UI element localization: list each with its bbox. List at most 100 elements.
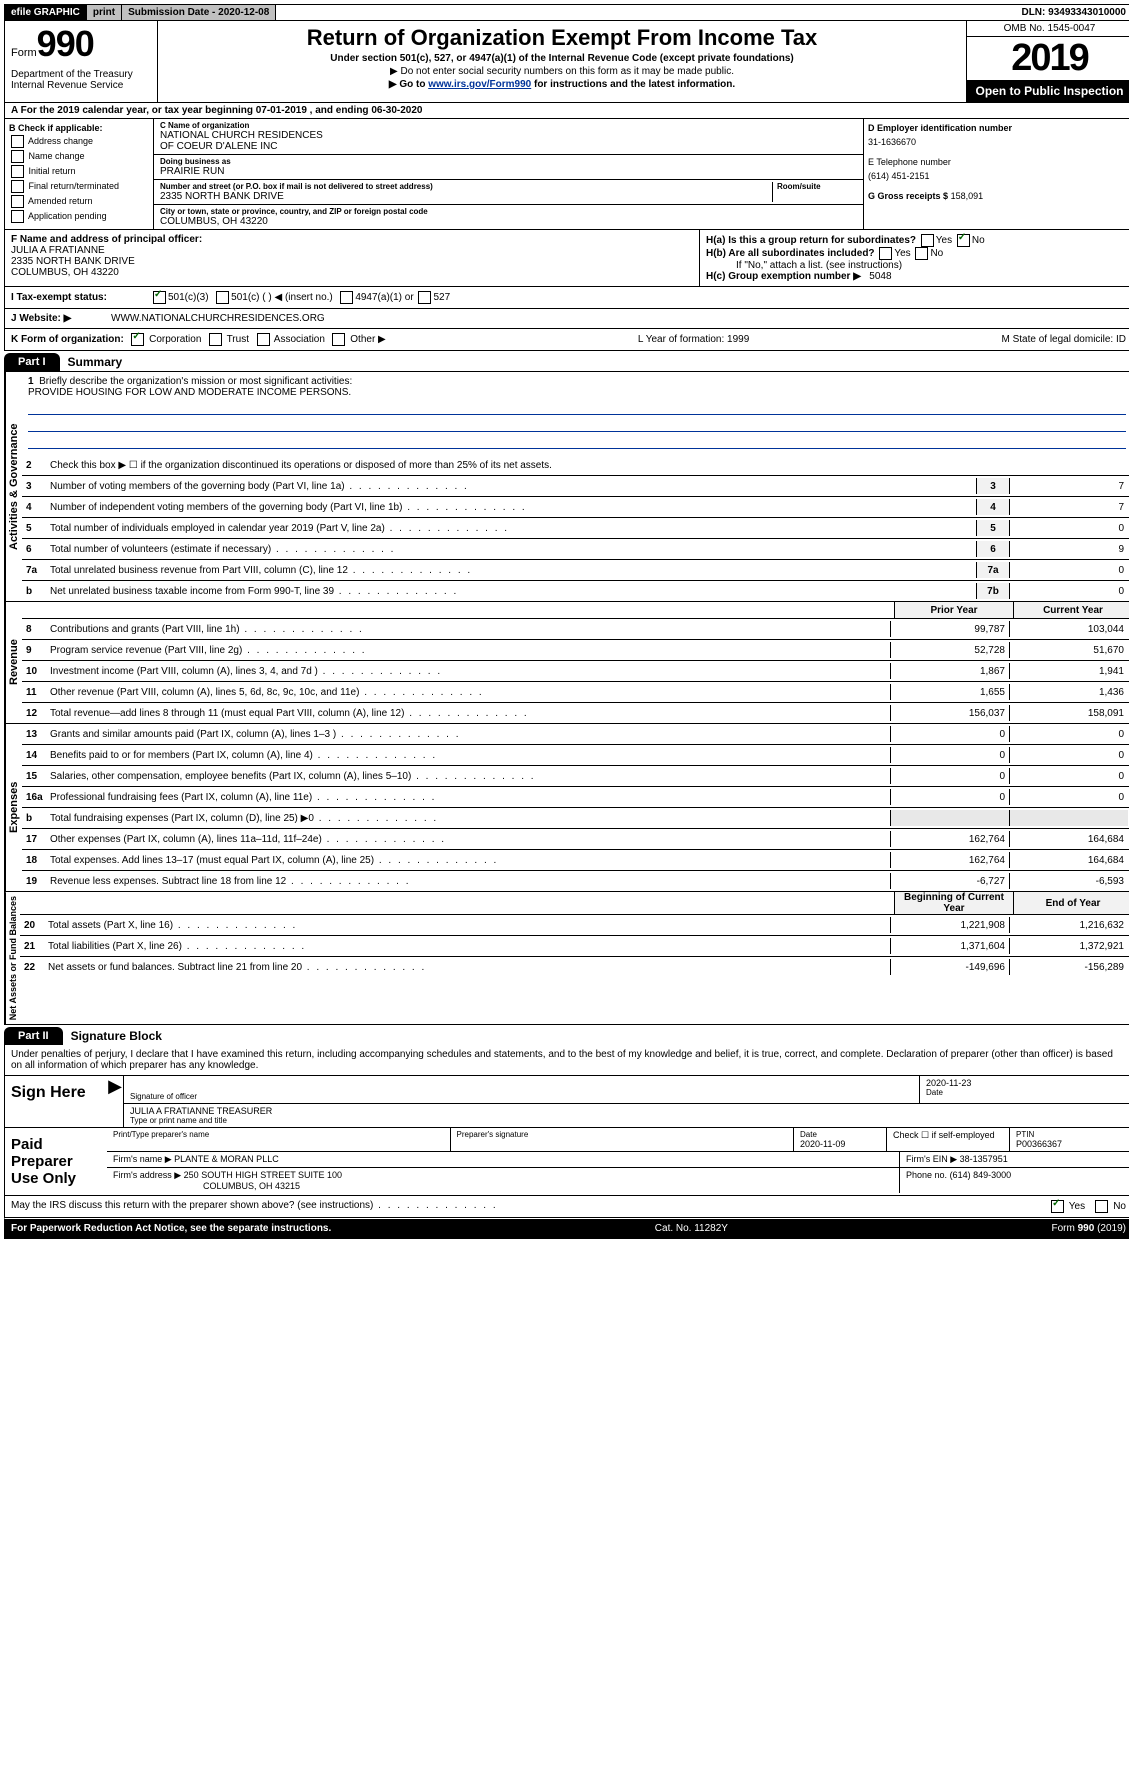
state-domicile: M State of legal domicile: ID: [1001, 334, 1126, 345]
discuss-no[interactable]: [1095, 1200, 1108, 1213]
row-a: A For the 2019 calendar year, or tax yea…: [4, 103, 1129, 119]
submission-date-button[interactable]: Submission Date - 2020-12-08: [122, 5, 276, 20]
line-9: 9Program service revenue (Part VIII, lin…: [22, 640, 1129, 661]
firm-addr2: COLUMBUS, OH 43215: [203, 1181, 300, 1191]
line-20: 20Total assets (Part X, line 16)1,221,90…: [20, 915, 1129, 936]
print-button[interactable]: print: [87, 5, 122, 20]
omb-label: OMB No. 1545-0047: [967, 21, 1129, 37]
perjury-declaration: Under penalties of perjury, I declare th…: [5, 1045, 1129, 1075]
officer-addr1: 2335 NORTH BANK DRIVE: [11, 256, 693, 267]
ha-no[interactable]: [957, 234, 970, 247]
firm-ein: 38-1357951: [960, 1154, 1008, 1164]
check-corp[interactable]: [131, 333, 144, 346]
header-grid: B Check if applicable: Address change Na…: [4, 119, 1129, 230]
org-name-1: NATIONAL CHURCH RESIDENCES: [160, 130, 857, 141]
discuss-yes[interactable]: [1051, 1200, 1064, 1213]
prep-date: 2020-11-09: [800, 1139, 880, 1149]
line-18: 18Total expenses. Add lines 13–17 (must …: [22, 850, 1129, 871]
form-subtitle: Under section 501(c), 527, or 4947(a)(1)…: [166, 53, 958, 64]
line-4: 4Number of independent voting members of…: [22, 497, 1129, 518]
topbar: efile GRAPHIC print Submission Date - 20…: [4, 4, 1129, 21]
check-amended[interactable]: Amended return: [9, 195, 149, 208]
line-11: 11Other revenue (Part VIII, column (A), …: [22, 682, 1129, 703]
vlabel-governance: Activities & Governance: [5, 372, 22, 601]
instr-2: ▶ Go to www.irs.gov/Form990 for instruct…: [166, 79, 958, 90]
check-assoc[interactable]: [257, 333, 270, 346]
check-pending[interactable]: Application pending: [9, 210, 149, 223]
line-19: 19Revenue less expenses. Subtract line 1…: [22, 871, 1129, 891]
form-word: Form: [11, 47, 37, 59]
col-b: B Check if applicable: Address change Na…: [5, 119, 154, 229]
line-7b: bNet unrelated business taxable income f…: [22, 581, 1129, 601]
hb-yes[interactable]: [879, 247, 892, 260]
check-name-change[interactable]: Name change: [9, 150, 149, 163]
line-14: 14Benefits paid to or for members (Part …: [22, 745, 1129, 766]
form-number: 990: [37, 23, 94, 65]
row-k-l-m: K Form of organization: Corporation Trus…: [4, 329, 1129, 351]
part2-header: Part II Signature Block: [4, 1027, 1129, 1045]
dept-label: Department of the Treasury Internal Reve…: [11, 69, 151, 91]
firm-phone: (614) 849-3000: [950, 1170, 1012, 1180]
website-value: WWW.NATIONALCHURCHRESIDENCES.ORG: [111, 313, 325, 324]
line-15: 15Salaries, other compensation, employee…: [22, 766, 1129, 787]
check-initial-return[interactable]: Initial return: [9, 165, 149, 178]
officer-name-title: JULIA A FRATIANNE TREASURER: [130, 1106, 1126, 1116]
line-5: 5Total number of individuals employed in…: [22, 518, 1129, 539]
row-f-h: F Name and address of principal officer:…: [4, 230, 1129, 287]
firm-name: PLANTE & MORAN PLLC: [174, 1154, 279, 1164]
line-22: 22Net assets or fund balances. Subtract …: [20, 957, 1129, 977]
hb-no[interactable]: [915, 247, 928, 260]
check-trust[interactable]: [209, 333, 222, 346]
instr-1: ▶ Do not enter social security numbers o…: [166, 66, 958, 77]
line-8: 8Contributions and grants (Part VIII, li…: [22, 619, 1129, 640]
firm-addr1: 250 SOUTH HIGH STREET SUITE 100: [184, 1170, 342, 1180]
footer: For Paperwork Reduction Act Notice, see …: [4, 1218, 1129, 1239]
year-formation: L Year of formation: 1999: [638, 334, 749, 345]
col-c: C Name of organization NATIONAL CHURCH R…: [154, 119, 864, 229]
part1-body: Activities & Governance 1 Briefly descri…: [4, 371, 1129, 1025]
line-6: 6Total number of volunteers (estimate if…: [22, 539, 1129, 560]
mission-text: PROVIDE HOUSING FOR LOW AND MODERATE INC…: [28, 387, 351, 398]
discuss-row: May the IRS discuss this return with the…: [4, 1196, 1129, 1218]
dba-name: PRAIRIE RUN: [160, 166, 857, 177]
efile-label: efile GRAPHIC: [5, 5, 87, 20]
sign-here-label: Sign Here: [5, 1076, 107, 1127]
check-final-return[interactable]: Final return/terminated: [9, 180, 149, 193]
check-4947[interactable]: [340, 291, 353, 304]
ha-yes[interactable]: [921, 234, 934, 247]
part2-body: Under penalties of perjury, I declare th…: [4, 1045, 1129, 1196]
vlabel-net: Net Assets or Fund Balances: [5, 892, 20, 1024]
irs-link[interactable]: www.irs.gov/Form990: [428, 79, 531, 90]
line-21: 21Total liabilities (Part X, line 26)1,3…: [20, 936, 1129, 957]
line-10: 10Investment income (Part VIII, column (…: [22, 661, 1129, 682]
vlabel-expenses: Expenses: [5, 724, 22, 891]
row-j-website: J Website: ▶ WWW.NATIONALCHURCHRESIDENCE…: [4, 309, 1129, 329]
city-state-zip: COLUMBUS, OH 43220: [160, 216, 857, 227]
line-13: 13Grants and similar amounts paid (Part …: [22, 724, 1129, 745]
check-501c3[interactable]: [153, 291, 166, 304]
telephone-value: (614) 451-2151: [868, 171, 1128, 181]
check-527[interactable]: [418, 291, 431, 304]
group-exemption: 5048: [869, 271, 891, 282]
street-address: 2335 NORTH BANK DRIVE: [160, 191, 768, 202]
line-16a: 16aProfessional fundraising fees (Part I…: [22, 787, 1129, 808]
line-12: 12Total revenue—add lines 8 through 11 (…: [22, 703, 1129, 723]
col-d: D Employer identification number 31-1636…: [864, 119, 1129, 229]
form-header: Form 990 Department of the Treasury Inte…: [4, 21, 1129, 103]
check-other[interactable]: [332, 333, 345, 346]
line-17: 17Other expenses (Part IX, column (A), l…: [22, 829, 1129, 850]
paid-preparer-label: Paid Preparer Use Only: [5, 1128, 107, 1195]
org-name-2: OF COEUR D'ALENE INC: [160, 141, 857, 152]
check-501c[interactable]: [216, 291, 229, 304]
line-b: bTotal fundraising expenses (Part IX, co…: [22, 808, 1129, 829]
sig-date: 2020-11-23: [926, 1078, 1126, 1088]
line-3: 3Number of voting members of the governi…: [22, 476, 1129, 497]
open-public-label: Open to Public Inspection: [967, 80, 1129, 102]
ptin-value: P00366367: [1016, 1139, 1126, 1149]
check-address-change[interactable]: Address change: [9, 135, 149, 148]
gross-receipts: 158,091: [951, 191, 984, 201]
arrow-icon: ▶: [107, 1076, 124, 1127]
ein-value: 31-1636670: [868, 137, 1128, 147]
dln-label: DLN: 93493343010000: [1015, 5, 1129, 20]
officer-name: JULIA A FRATIANNE: [11, 245, 693, 256]
